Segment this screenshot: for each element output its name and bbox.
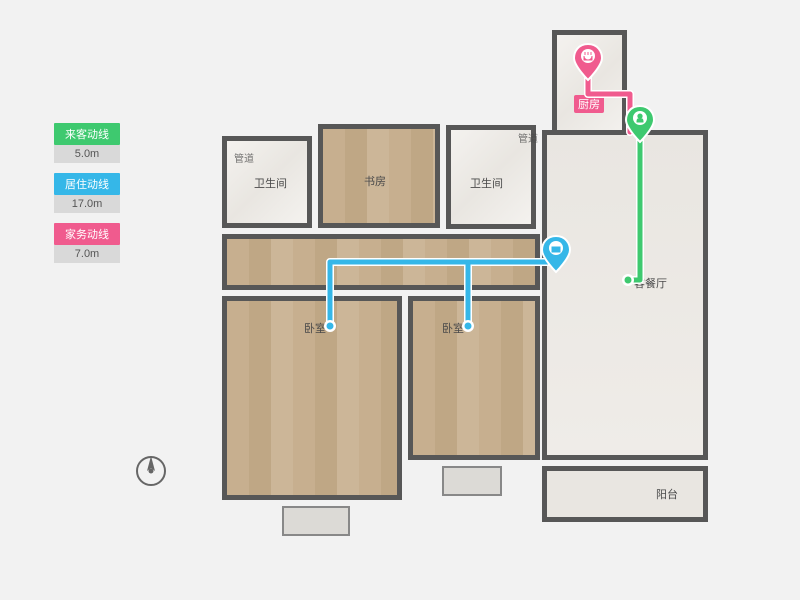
floorplan: 厨房卫生间书房卫生间客餐厅卧室卧室阳台管道管道 xyxy=(208,30,718,550)
pipe-label-1: 管道 xyxy=(518,130,538,145)
legend-label-living: 居住动线 xyxy=(54,173,120,195)
room-hall xyxy=(222,234,540,290)
legend-value-guest: 5.0m xyxy=(54,145,120,163)
room-label-bath-r: 卫生间 xyxy=(470,175,503,191)
room-label-bath-l: 卫生间 xyxy=(254,175,287,191)
legend-value-living: 17.0m xyxy=(54,195,120,213)
room-living xyxy=(542,130,708,460)
room-label-bed-r: 卧室 xyxy=(442,320,464,336)
room-bed-r xyxy=(408,296,540,460)
window-sill-1 xyxy=(442,466,502,496)
room-kitchen xyxy=(552,30,627,145)
room-label-balcony: 阳台 xyxy=(656,486,678,502)
legend: 来客动线 5.0m 居住动线 17.0m 家务动线 7.0m xyxy=(54,123,120,263)
room-label-kitchen: 厨房 xyxy=(574,95,604,113)
legend-item-living: 居住动线 17.0m xyxy=(54,173,120,213)
pipe-label-0: 管道 xyxy=(234,150,254,165)
room-label-bed-l: 卧室 xyxy=(304,320,326,336)
legend-label-guest: 来客动线 xyxy=(54,123,120,145)
window-sill-0 xyxy=(282,506,350,536)
floorplan-canvas: 来客动线 5.0m 居住动线 17.0m 家务动线 7.0m 厨房卫生间 书房 卫生… xyxy=(0,0,800,600)
room-label-study: 书房 xyxy=(364,173,386,189)
legend-item-chore: 家务动线 7.0m xyxy=(54,223,120,263)
legend-item-guest: 来客动线 5.0m xyxy=(54,123,120,163)
legend-value-chore: 7.0m xyxy=(54,245,120,263)
room-label-living: 客餐厅 xyxy=(634,275,667,291)
compass-icon xyxy=(134,454,168,488)
room-balcony xyxy=(542,466,708,522)
legend-label-chore: 家务动线 xyxy=(54,223,120,245)
